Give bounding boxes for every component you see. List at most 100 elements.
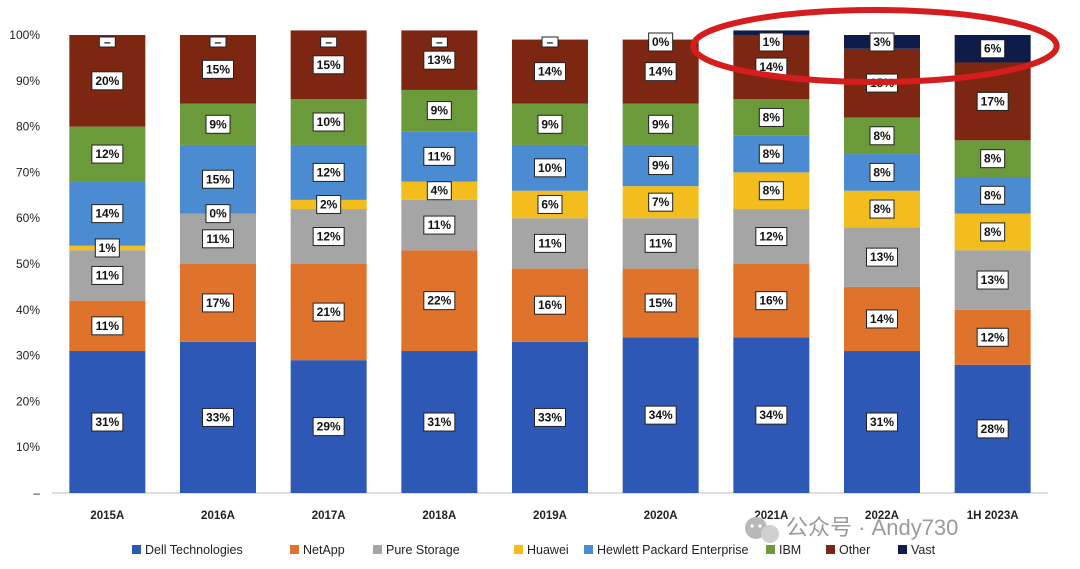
- data-label-ibm: 9%: [652, 117, 670, 131]
- data-label-huawei: 7%: [652, 195, 670, 209]
- data-label-huawei: 0%: [209, 207, 227, 221]
- data-label-box: [98, 36, 116, 48]
- data-label-hewlett-packard-enterprise: 15%: [206, 172, 230, 186]
- data-label-huawei: 2%: [320, 197, 338, 211]
- data-label-box: [316, 194, 342, 214]
- data-label-vast: –: [215, 35, 222, 49]
- data-label-box: [320, 36, 338, 48]
- data-label-ibm: 8%: [873, 129, 891, 143]
- data-label-box: [423, 291, 456, 311]
- data-label-vast: –: [547, 35, 554, 49]
- data-label-box: [866, 247, 898, 267]
- data-label-other: 17%: [981, 94, 1005, 108]
- data-label-box: [648, 114, 674, 134]
- y-tick-label: 90%: [16, 74, 40, 88]
- category-label: 2022A: [865, 510, 899, 522]
- y-tick-label: 50%: [16, 257, 40, 271]
- data-label-huawei: 8%: [873, 202, 891, 216]
- data-label-box: [976, 419, 1009, 439]
- wechat-icon: [745, 517, 779, 543]
- data-label-other: 20%: [95, 74, 119, 88]
- data-label-box: [91, 204, 124, 224]
- y-tick-label: –: [33, 486, 40, 500]
- data-label-other: 14%: [649, 65, 673, 79]
- data-label-box: [534, 158, 566, 178]
- data-label-box: [980, 39, 1006, 59]
- data-label-other: 15%: [206, 62, 230, 76]
- data-label-pure-storage: 11%: [96, 268, 120, 282]
- axes: – 10% 20% 30% 40% 50% 60% 70% 80% 90% 100%: [9, 28, 1048, 500]
- data-label-box: [534, 62, 566, 82]
- data-label-box: [758, 107, 784, 127]
- data-label-box: [534, 407, 566, 427]
- data-label-vast: 6%: [984, 42, 1002, 56]
- data-label-hewlett-packard-enterprise: 8%: [984, 188, 1002, 202]
- legend-swatch-pure-storage: [373, 545, 382, 554]
- y-tick-label: 60%: [16, 211, 40, 225]
- data-label-box: [980, 222, 1006, 242]
- data-label-box: [205, 204, 231, 224]
- legend: Dell Technologies NetApp Pure Storage Huawe…: [132, 543, 936, 557]
- data-label-box: [426, 181, 452, 201]
- legend-label-vast: Vast: [911, 543, 936, 557]
- data-label-dell-technologies: 29%: [317, 420, 341, 434]
- data-label-netapp: 12%: [981, 330, 1005, 344]
- data-label-dell-technologies: 31%: [427, 415, 451, 429]
- data-label-box: [758, 32, 784, 52]
- data-label-ibm: 10%: [317, 115, 341, 129]
- data-label-netapp: 16%: [538, 298, 562, 312]
- data-label-pure-storage: 13%: [870, 250, 894, 264]
- data-label-box: [976, 91, 1009, 111]
- legend-label-ibm: IBM: [779, 543, 801, 557]
- category-label: 2018A: [422, 510, 456, 522]
- data-label-box: [202, 293, 234, 313]
- legend-label-pure-storage: Pure Storage: [386, 543, 460, 557]
- data-label-ibm: 9%: [541, 117, 559, 131]
- data-label-box: [644, 233, 677, 253]
- data-label-box: [91, 412, 124, 432]
- y-tick-label: 80%: [16, 120, 40, 134]
- data-label-box: [91, 316, 124, 336]
- data-label-box: [312, 302, 345, 322]
- y-tick-label: 40%: [16, 303, 40, 317]
- data-label-box: [534, 233, 566, 253]
- data-label-dell-technologies: 33%: [206, 410, 230, 424]
- data-label-box: [755, 291, 788, 311]
- data-label-dell-technologies: 28%: [981, 422, 1005, 436]
- data-label-box: [537, 194, 563, 214]
- data-label-box: [976, 270, 1009, 290]
- y-tick-label: 70%: [16, 165, 40, 179]
- data-label-vast: 3%: [873, 35, 891, 49]
- data-label-box: [426, 101, 452, 121]
- category-label: 1H 2023A: [967, 510, 1019, 522]
- data-label-pure-storage: 13%: [981, 273, 1005, 287]
- data-label-box: [94, 238, 120, 258]
- data-label-box: [541, 36, 559, 48]
- data-label-other: 15%: [317, 58, 341, 72]
- data-label-hewlett-packard-enterprise: 9%: [652, 159, 670, 173]
- data-label-box: [91, 144, 124, 164]
- data-label-box: [648, 192, 674, 212]
- data-label-huawei: 6%: [541, 197, 559, 211]
- legend-swatch-dell-technologies: [132, 545, 141, 554]
- y-tick-label: 30%: [16, 349, 40, 363]
- watermark-text: 公众号 · Andy730: [786, 515, 958, 540]
- data-label-huawei: 8%: [984, 225, 1002, 239]
- data-label-box: [312, 162, 345, 182]
- data-label-box: [644, 405, 677, 425]
- data-label-other: 13%: [427, 53, 451, 67]
- y-tick-label: 10%: [16, 440, 40, 454]
- legend-swatch-hewlett-packard-enterprise: [584, 545, 593, 554]
- y-tick-label: 100%: [9, 28, 40, 42]
- data-label-dell-technologies: 31%: [95, 415, 119, 429]
- legend-label-hewlett-packard-enterprise: Hewlett Packard Enterprise: [597, 543, 749, 557]
- data-label-pure-storage: 11%: [428, 218, 452, 232]
- data-label-box: [202, 59, 234, 79]
- data-label-ibm: 12%: [95, 147, 119, 161]
- category-label: 2017A: [312, 510, 346, 522]
- category-label: 2020A: [644, 510, 678, 522]
- data-label-netapp: 11%: [96, 319, 120, 333]
- data-label-box: [980, 149, 1006, 169]
- data-label-box: [312, 112, 345, 132]
- data-label-box: [648, 156, 674, 176]
